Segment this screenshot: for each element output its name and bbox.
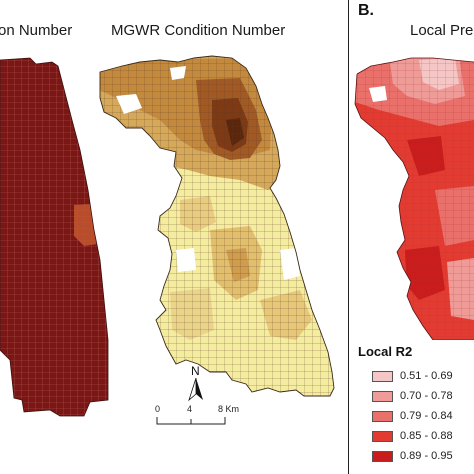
north-arrow-icon bbox=[188, 378, 203, 402]
legend-swatch bbox=[372, 450, 393, 462]
legend-item: 0.89 - 0.95 bbox=[372, 448, 453, 464]
local-r2-map-outline bbox=[354, 57, 474, 340]
scale-tick-0: 0 bbox=[155, 404, 161, 414]
scale-tick-8: 8 Km bbox=[218, 404, 240, 414]
scale-bar-line bbox=[156, 417, 226, 425]
mgwr-condition-number-map bbox=[99, 55, 335, 397]
legend-swatch bbox=[372, 370, 393, 382]
legend-label: 0.85 - 0.88 bbox=[400, 430, 453, 442]
legend-item: 0.85 - 0.88 bbox=[372, 428, 453, 444]
legend-label: 0.70 - 0.78 bbox=[400, 390, 453, 402]
panel-divider bbox=[348, 0, 349, 474]
legend-label: 0.79 - 0.84 bbox=[400, 410, 453, 422]
global-condition-number-map bbox=[0, 57, 109, 417]
local-r2-map bbox=[354, 57, 474, 340]
north-arrow: N bbox=[186, 364, 210, 404]
map-outline bbox=[0, 57, 109, 417]
scale-bar: 0 4 8 Km bbox=[152, 402, 262, 438]
legend-title: Local R2 bbox=[358, 344, 413, 359]
legend-swatch bbox=[372, 430, 393, 442]
local-r2-map-title: Local Pre bbox=[410, 22, 474, 39]
global-map-title: on Number bbox=[0, 22, 73, 39]
scale-tick-4: 4 bbox=[187, 404, 193, 414]
mgwr-map-title: MGWR Condition Number bbox=[111, 22, 286, 39]
legend-item: 0.79 - 0.84 bbox=[372, 408, 453, 424]
legend-swatch bbox=[372, 410, 393, 422]
legend-item: 0.70 - 0.78 bbox=[372, 388, 453, 404]
legend-label: 0.51 - 0.69 bbox=[400, 370, 453, 382]
legend: Local R2 0.51 - 0.69 0.70 - 0.78 0.79 - … bbox=[358, 344, 474, 474]
mgwr-map-outline bbox=[99, 55, 335, 397]
legend-item: 0.51 - 0.69 bbox=[372, 368, 453, 384]
north-label: N bbox=[191, 364, 200, 378]
legend-label: 0.89 - 0.95 bbox=[400, 450, 453, 462]
panel-b-letter: B. bbox=[358, 2, 374, 19]
legend-swatch bbox=[372, 390, 393, 402]
